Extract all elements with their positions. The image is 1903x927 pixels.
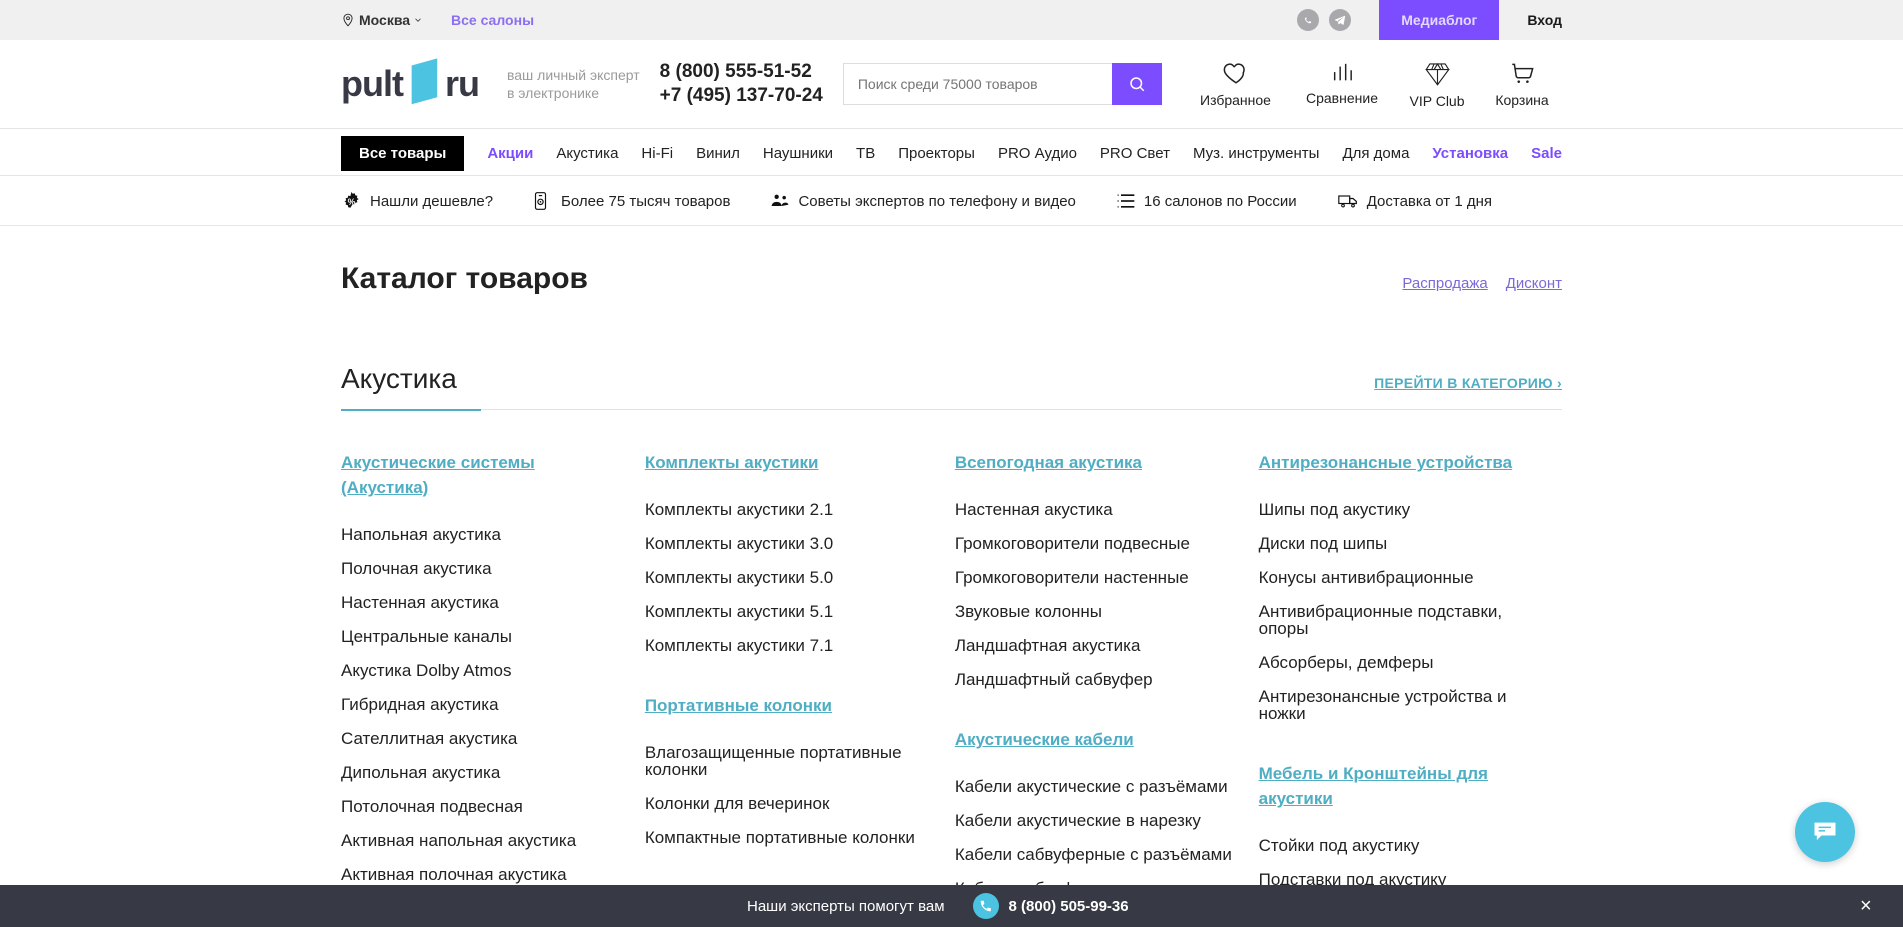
svg-text:%: % [348, 197, 356, 207]
